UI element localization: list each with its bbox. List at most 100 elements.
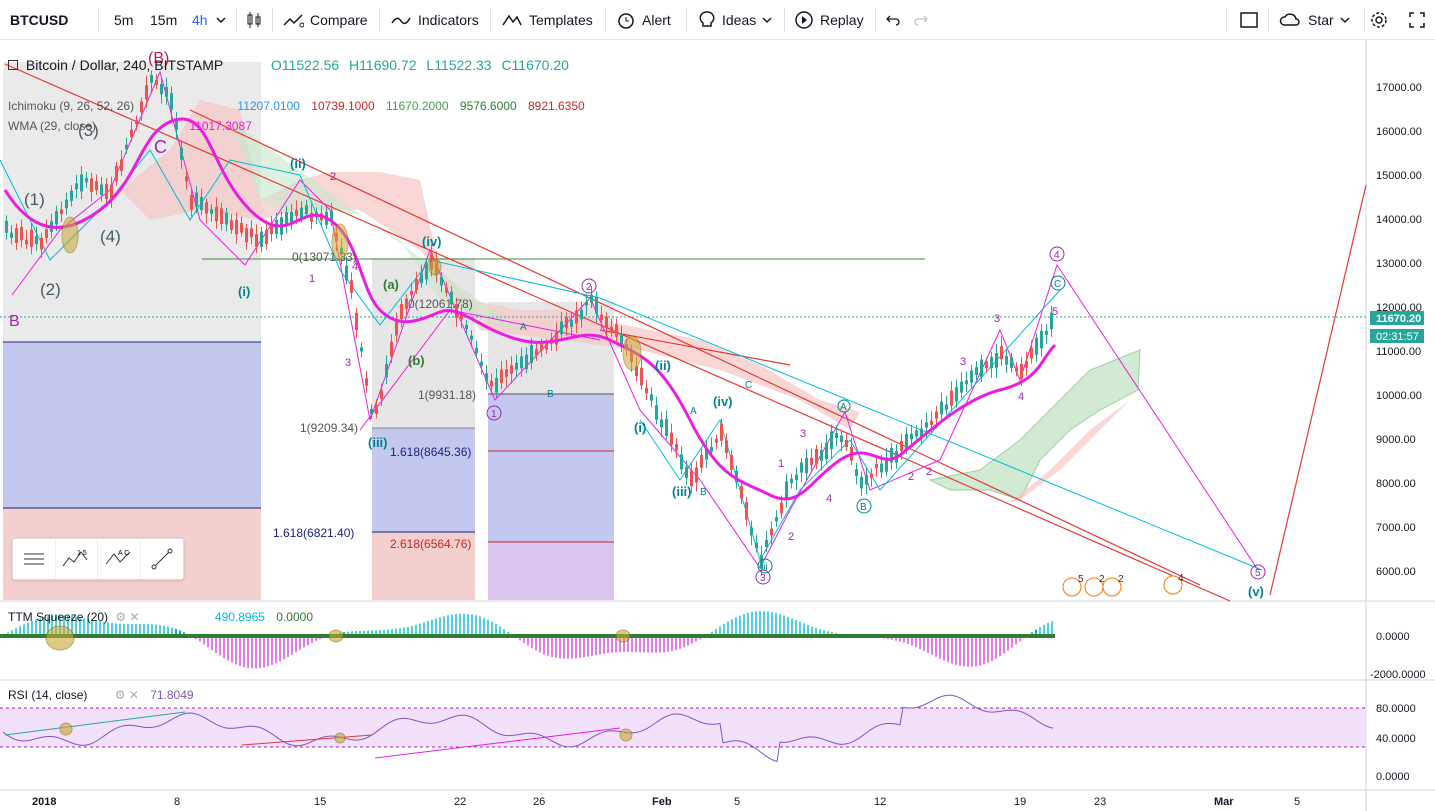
replay-button[interactable]: Replay	[794, 0, 864, 40]
time-tick: Mar	[1214, 796, 1234, 808]
svg-text:(3): (3)	[78, 121, 99, 140]
compare-button[interactable]: Compare	[282, 0, 368, 40]
chevron-down-icon[interactable]	[216, 0, 226, 40]
svg-text:A: A	[840, 402, 847, 413]
ichimoku-lagging: 11670.2000	[386, 99, 449, 113]
timeframe-15m[interactable]: 15m	[150, 0, 177, 40]
indicators-button[interactable]: Indicators	[390, 0, 479, 40]
svg-text:1(9209.34): 1(9209.34)	[300, 421, 358, 435]
expand-icon[interactable]	[1408, 0, 1426, 40]
svg-text:B: B	[860, 502, 867, 513]
ichimoku-legend[interactable]: Ichimoku (9, 26, 52, 26) 11207.0100 1073…	[8, 99, 585, 113]
ohlc-high: H11690.72	[349, 57, 417, 73]
divider	[784, 8, 785, 32]
svg-text:1.618(8645.36): 1.618(8645.36)	[390, 445, 471, 459]
event-markers: 5 2 2 4	[1062, 573, 1184, 597]
candles-icon[interactable]	[245, 0, 263, 40]
svg-text:(b): (b)	[408, 353, 425, 368]
rsi-tick: 40.0000	[1376, 733, 1416, 745]
trend-line-icon[interactable]	[141, 539, 183, 579]
ichimoku-lead1: 9576.6000	[459, 99, 517, 113]
star-button[interactable]: Star	[1278, 0, 1350, 40]
svg-text:1: 1	[309, 273, 315, 285]
svg-text:(iv): (iv)	[713, 394, 733, 409]
timeframe-4h[interactable]: 4h	[192, 0, 208, 40]
divider	[1268, 8, 1269, 32]
symbol-title: Bitcoin / Dollar, 240, BITSTAMP	[25, 57, 224, 73]
svg-text:3: 3	[345, 357, 351, 369]
ichimoku-label: Ichimoku (9, 26, 52, 26)	[8, 99, 135, 113]
elliott-correction-icon[interactable]: A C	[98, 539, 141, 579]
alert-clock-icon	[618, 13, 634, 29]
indicator-controls-icon[interactable]: ⚙ ✕	[115, 610, 140, 624]
svg-text:1 5: 1 5	[77, 550, 87, 557]
divider	[1226, 8, 1227, 32]
time-tick: 23	[1094, 796, 1106, 808]
alert-label: Alert	[642, 12, 671, 28]
wma-legend[interactable]: WMA (29, close) 11017.3087	[8, 119, 252, 133]
rsi-tick: 0.0000	[1376, 771, 1410, 783]
time-tick: 19	[1014, 796, 1026, 808]
lightbulb-icon	[699, 11, 715, 27]
svg-text:(v): (v)	[1248, 584, 1264, 599]
drag-handle-icon[interactable]	[13, 539, 56, 579]
gear-icon[interactable]	[1369, 0, 1389, 40]
price-tick: 9000.00	[1376, 434, 1416, 446]
svg-text:2: 2	[330, 171, 336, 183]
svg-text:4: 4	[1178, 573, 1184, 584]
indicators-label: Indicators	[418, 12, 479, 28]
svg-text:1(9931.18): 1(9931.18)	[418, 388, 476, 402]
bar-countdown: 02:31:57	[1376, 331, 1419, 343]
svg-text:(1): (1)	[24, 190, 45, 209]
svg-text:(ii): (ii)	[290, 156, 306, 171]
undo-icon[interactable]	[885, 0, 901, 40]
ichimoku-cloud	[120, 100, 1141, 502]
elliott-impulse-icon[interactable]: 1 5	[56, 539, 98, 579]
price-tick: 15000.00	[1376, 170, 1422, 182]
svg-text:1: 1	[491, 409, 497, 420]
svg-text:(2): (2)	[40, 280, 61, 299]
fullscreen-box-icon[interactable]	[1239, 0, 1259, 40]
rsi-legend[interactable]: RSI (14, close) ⚙ ✕ 71.8049	[8, 688, 194, 702]
timeframe-5m[interactable]: 5m	[114, 0, 133, 40]
ideas-label: Ideas	[722, 12, 757, 28]
indicator-controls-icon[interactable]: ⚙ ✕	[114, 688, 139, 702]
price-tick: 13000.00	[1376, 258, 1422, 270]
svg-text:C: C	[154, 137, 167, 157]
svg-text:0(12061.78): 0(12061.78)	[408, 297, 473, 311]
time-axis: 2018 8 15 22 26 Feb 5 12 19 23 Mar 5	[32, 796, 1300, 808]
symbol-label: BTCUSD	[10, 12, 69, 28]
rsi-tick: 80.0000	[1376, 703, 1416, 715]
svg-text:1: 1	[778, 458, 784, 470]
divider	[875, 8, 876, 32]
price-tick: 17000.00	[1376, 82, 1422, 94]
svg-text:2: 2	[1099, 574, 1105, 585]
tf-label: 4h	[192, 12, 208, 28]
time-tick: 2018	[32, 796, 56, 808]
alert-button[interactable]: Alert	[616, 0, 671, 40]
price-tick: 16000.00	[1376, 126, 1422, 138]
drawing-toolbar: 1 5 A C	[12, 538, 184, 580]
ideas-button[interactable]: Ideas	[698, 0, 772, 40]
time-tick: 26	[533, 796, 545, 808]
templates-button[interactable]: Templates	[501, 0, 593, 40]
svg-text:(B): (B)	[148, 50, 169, 67]
svg-text:2: 2	[908, 471, 914, 483]
svg-text:A: A	[520, 322, 527, 333]
chart-canvas[interactable]: (iii) (i) (ii) (iv) (i) (ii) (iii) (iv) …	[0, 40, 1435, 811]
price-tick: 8000.00	[1376, 478, 1416, 490]
replay-label: Replay	[820, 12, 864, 28]
ichimoku-lead2: 8921.6350	[527, 99, 585, 113]
svg-text:4: 4	[1054, 250, 1060, 261]
divider	[1364, 8, 1365, 32]
time-tick: 22	[454, 796, 466, 808]
wma-value: 11017.3087	[189, 119, 252, 133]
svg-text:3: 3	[760, 573, 766, 584]
ichimoku-base: 10739.1000	[311, 99, 375, 113]
symbol-search[interactable]: BTCUSD	[10, 0, 68, 40]
ttm-legend[interactable]: TTM Squeeze (20) ⚙ ✕ 490.8965 0.0000	[8, 610, 313, 624]
tf-label: 5m	[114, 12, 134, 28]
redo-icon[interactable]	[913, 0, 929, 40]
chevron-down-icon	[1340, 17, 1350, 24]
indicators-icon	[391, 17, 411, 25]
